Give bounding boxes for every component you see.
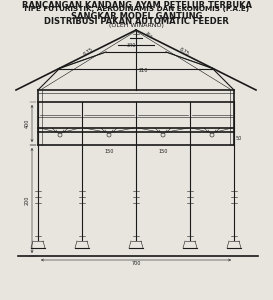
Text: SANGKAR MODEL GANTUNG: SANGKAR MODEL GANTUNG xyxy=(71,12,202,21)
Text: 150: 150 xyxy=(104,149,114,154)
Text: 6,75: 6,75 xyxy=(82,47,94,57)
Text: 6,75: 6,75 xyxy=(178,47,190,57)
Text: 210: 210 xyxy=(139,68,148,74)
Text: 100: 100 xyxy=(144,31,153,39)
Text: RANCANGAN KANDANG AYAM PETELUR TERBUKA: RANCANGAN KANDANG AYAM PETELUR TERBUKA xyxy=(22,1,251,10)
Text: DISTRIBUSI PAKAN AUTOMATIC FEEDER: DISTRIBUSI PAKAN AUTOMATIC FEEDER xyxy=(44,17,229,26)
Text: 150: 150 xyxy=(158,149,168,154)
Text: 200: 200 xyxy=(25,196,30,205)
Text: 700: 700 xyxy=(131,261,141,266)
Text: TIPE FUTURISTIK, AERODINAMIS DAN EKONOMIS (F.A.E): TIPE FUTURISTIK, AERODINAMIS DAN EKONOMI… xyxy=(23,7,250,13)
Text: 400: 400 xyxy=(25,119,30,128)
Text: (OLEH WINARNO): (OLEH WINARNO) xyxy=(109,23,164,28)
Text: 50: 50 xyxy=(236,136,242,141)
Text: 340: 340 xyxy=(126,43,136,48)
